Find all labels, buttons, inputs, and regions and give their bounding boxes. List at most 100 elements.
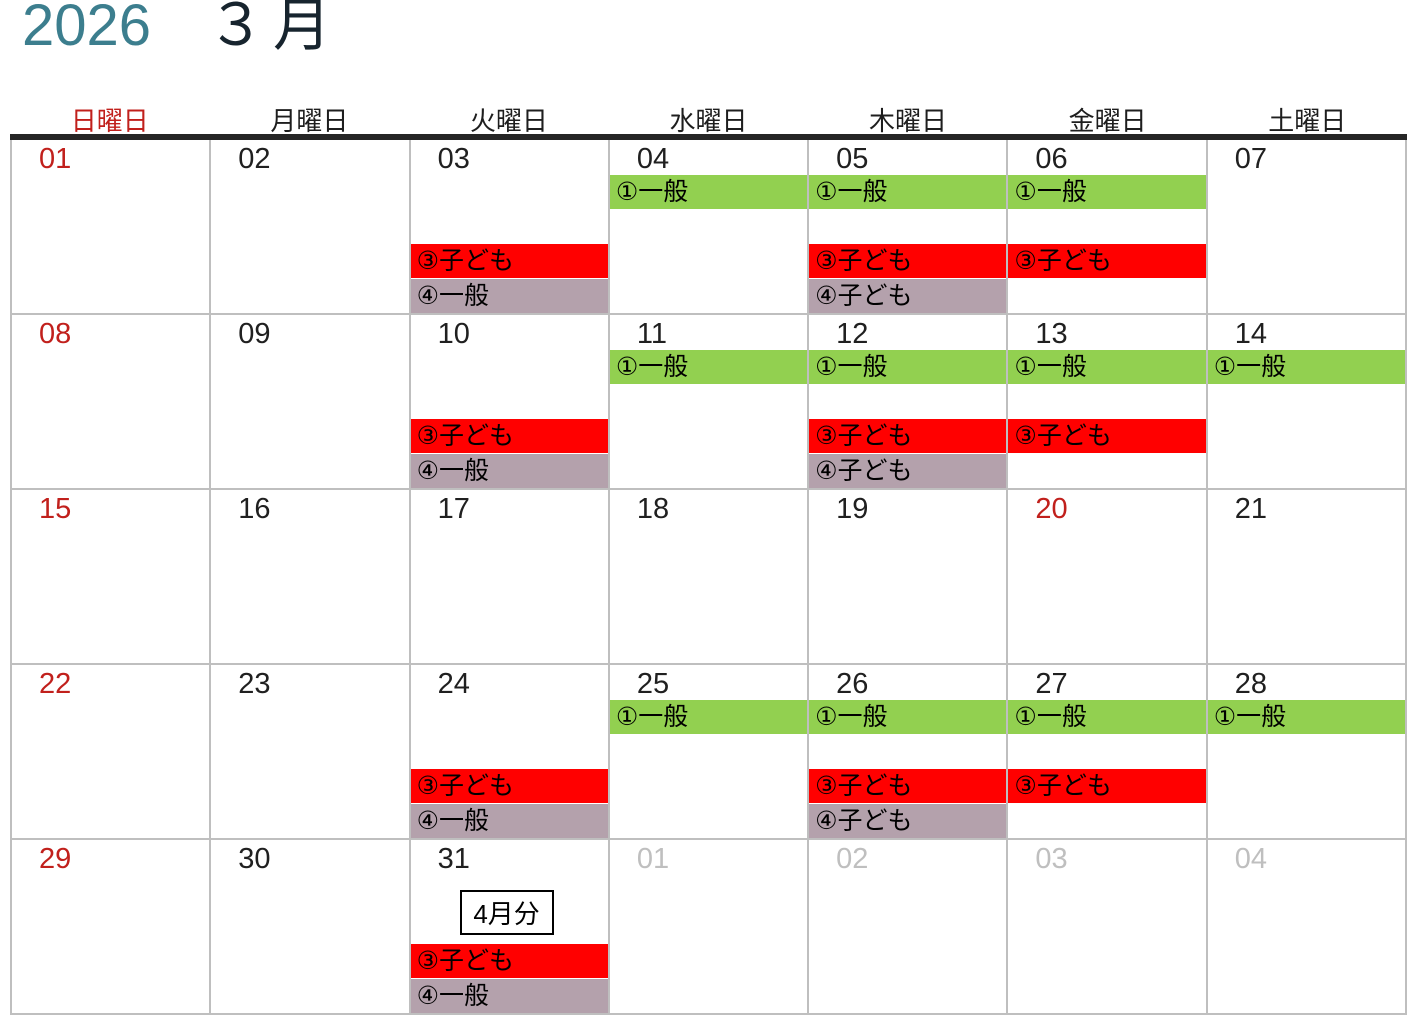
note-box[interactable]: 4月分	[459, 890, 554, 935]
date-label: 02	[238, 143, 271, 175]
event-bar-red[interactable]: ③子ども	[1008, 419, 1206, 453]
date-label: 10	[437, 318, 470, 350]
day-cell[interactable]: 05 ①一般 ③子ども ④子ども	[809, 140, 1009, 315]
event-bar-green[interactable]: ①一般	[1207, 700, 1405, 734]
day-cell[interactable]: 03	[1008, 840, 1208, 1015]
date-label: 05	[836, 143, 869, 175]
date-label: 04	[1234, 843, 1267, 875]
event-bar-green[interactable]: ①一般	[1008, 350, 1206, 384]
day-cell[interactable]: 08	[12, 315, 212, 490]
date-label: 03	[437, 143, 470, 175]
day-cell[interactable]: 28 ①一般	[1207, 665, 1407, 840]
day-cell[interactable]: 17	[410, 490, 610, 665]
date-label: 27	[1035, 668, 1068, 700]
date-label: 26	[836, 668, 869, 700]
day-cell[interactable]: 10 ③子ども ④一般	[410, 315, 610, 490]
day-cell[interactable]: 04	[1207, 840, 1407, 1015]
event-bar-green[interactable]: ①一般	[1008, 700, 1206, 734]
day-cell[interactable]: 02	[809, 840, 1009, 1015]
day-cell[interactable]: 27 ①一般 ③子ども	[1008, 665, 1208, 840]
day-cell[interactable]: 24 ③子ども ④一般	[410, 665, 610, 840]
day-cell[interactable]: 29	[12, 840, 212, 1015]
date-label: 15	[39, 493, 72, 525]
event-bar-green[interactable]: ①一般	[609, 700, 808, 734]
event-bar-red[interactable]: ③子ども	[410, 419, 608, 453]
event-bar-red[interactable]: ③子ども	[410, 769, 608, 803]
date-label: 09	[238, 318, 271, 350]
date-label: 25	[636, 668, 670, 700]
day-cell[interactable]: 11 ①一般	[609, 315, 810, 490]
day-cell[interactable]: 26 ①一般 ③子ども ④子ども	[809, 665, 1009, 840]
event-bar-gray[interactable]: ④子ども	[809, 454, 1007, 488]
event-bar-gray[interactable]: ④一般	[410, 454, 608, 488]
event-bar-gray[interactable]: ④一般	[410, 804, 608, 838]
date-label: 01	[39, 143, 72, 175]
date-label: 16	[238, 493, 271, 525]
weekday-header-wednesday: 水曜日	[669, 106, 748, 136]
date-label: 19	[836, 493, 869, 525]
day-cell[interactable]: 04 ①一般	[609, 140, 810, 315]
day-cell[interactable]: 16	[211, 490, 411, 665]
weekday-header-row: 日曜日 月曜日 火曜日 水曜日 木曜日 金曜日 土曜日	[10, 106, 1407, 134]
event-bar-red[interactable]: ③子ども	[1008, 769, 1206, 803]
event-bar-green[interactable]: ①一般	[1008, 175, 1206, 209]
date-label: 11	[636, 318, 667, 350]
date-label: 06	[1035, 143, 1068, 175]
day-cell[interactable]: 23	[211, 665, 411, 840]
weeks-grid: 01 02 03 ③子ども ④一般 04 ①一般 05 ①一般 ③子ども ④子ども 06 ①一般 ③子ども…	[10, 140, 1407, 1015]
event-bar-green[interactable]: ①一般	[809, 175, 1007, 209]
page-title-year: 2026	[22, 0, 152, 58]
day-cell[interactable]: 31 4月分 ③子ども ④一般	[410, 840, 610, 1015]
day-cell[interactable]: 21	[1207, 490, 1407, 665]
event-bar-red[interactable]: ③子ども	[809, 244, 1007, 278]
day-cell[interactable]: 07	[1207, 140, 1407, 315]
event-bar-green[interactable]: ①一般	[1207, 350, 1405, 384]
event-bar-green[interactable]: ①一般	[609, 350, 808, 384]
header-divider-rule	[10, 134, 1407, 140]
date-label: 24	[437, 668, 470, 700]
event-bar-green[interactable]: ①一般	[809, 350, 1007, 384]
day-cell[interactable]: 25 ①一般	[609, 665, 810, 840]
event-bar-red[interactable]: ③子ども	[410, 944, 608, 978]
day-cell[interactable]: 22	[12, 665, 212, 840]
day-cell[interactable]: 19	[809, 490, 1009, 665]
day-cell[interactable]: 15	[12, 490, 212, 665]
date-label: 22	[39, 668, 72, 700]
date-label: 14	[1234, 318, 1267, 350]
date-label: 01	[636, 843, 670, 875]
date-label: 20	[1035, 493, 1068, 525]
event-bar-green[interactable]: ①一般	[609, 175, 808, 209]
event-bar-gray[interactable]: ④子ども	[809, 804, 1007, 838]
day-cell[interactable]: 01	[12, 140, 212, 315]
weekday-header-saturday: 土曜日	[1268, 106, 1347, 136]
event-bar-gray[interactable]: ④一般	[410, 279, 608, 313]
day-cell[interactable]: 03 ③子ども ④一般	[410, 140, 610, 315]
event-bar-red[interactable]: ③子ども	[1008, 244, 1206, 278]
event-bar-gray[interactable]: ④子ども	[809, 279, 1007, 313]
calendar-table: 日曜日 月曜日 火曜日 水曜日 木曜日 金曜日 土曜日 01 02 03 ③子ども ④一…	[10, 106, 1407, 1015]
page-title-month: ３月	[207, 0, 340, 58]
day-cell[interactable]: 06 ①一般 ③子ども	[1008, 140, 1208, 315]
event-bar-red[interactable]: ③子ども	[809, 769, 1007, 803]
date-label: 03	[1035, 843, 1068, 875]
date-label: 18	[636, 493, 670, 525]
day-cell[interactable]: 18	[609, 490, 810, 665]
day-cell[interactable]: 13 ①一般 ③子ども	[1008, 315, 1208, 490]
day-cell[interactable]: 01	[609, 840, 810, 1015]
event-bar-gray[interactable]: ④一般	[410, 979, 608, 1013]
date-label: 23	[238, 668, 271, 700]
weekday-header-thursday: 木曜日	[869, 106, 948, 136]
day-cell[interactable]: 30	[211, 840, 411, 1015]
day-cell[interactable]: 09	[211, 315, 411, 490]
date-label: 29	[39, 843, 72, 875]
date-label: 13	[1035, 318, 1068, 350]
day-cell[interactable]: 20	[1008, 490, 1208, 665]
event-bar-green[interactable]: ①一般	[809, 700, 1007, 734]
event-bar-red[interactable]: ③子ども	[410, 244, 608, 278]
day-cell[interactable]: 12 ①一般 ③子ども ④子ども	[809, 315, 1009, 490]
day-cell[interactable]: 02	[211, 140, 411, 315]
event-bar-red[interactable]: ③子ども	[809, 419, 1007, 453]
day-cell[interactable]: 14 ①一般	[1207, 315, 1407, 490]
date-label: 28	[1234, 668, 1267, 700]
